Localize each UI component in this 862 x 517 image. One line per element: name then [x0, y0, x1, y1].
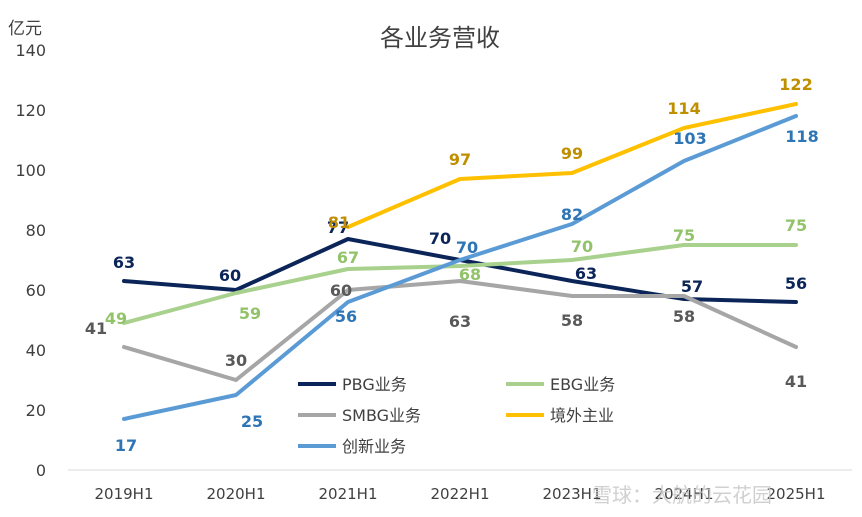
data-label-series: 97: [449, 150, 471, 169]
x-tick-label: 2025H1: [767, 485, 826, 503]
series-line-series: [346, 102, 798, 229]
data-label-smbg: 58: [673, 307, 695, 326]
data-label-ebg: 75: [673, 226, 695, 245]
watermark: 雪球：大航的云花园: [592, 483, 772, 507]
data-label-ebg: 49: [105, 309, 127, 328]
data-label-series: 122: [779, 75, 812, 94]
y-tick-label: 60: [26, 281, 46, 300]
data-label-series: 25: [241, 412, 263, 431]
series-line-smbg: [122, 279, 798, 382]
x-tick-label: 2024H1: [655, 485, 714, 503]
x-tick-label: 2020H1: [207, 485, 266, 503]
data-label-series: 118: [785, 127, 818, 146]
x-tick-label: 2019H1: [95, 485, 154, 503]
legend-label-pbg: PBG业务: [342, 375, 407, 394]
data-label-pbg: 70: [429, 229, 451, 248]
legend-label-series: 境外主业: [550, 406, 614, 425]
data-label-ebg: 67: [337, 248, 359, 267]
y-tick-label: 100: [15, 161, 46, 180]
y-tick-label: 80: [26, 221, 46, 240]
data-label-pbg: 57: [681, 277, 703, 296]
y-tick-label: 120: [15, 101, 46, 120]
data-label-ebg: 70: [571, 237, 593, 256]
y-tick-label: 0: [36, 461, 46, 480]
data-label-smbg: 58: [561, 311, 583, 330]
x-tick-label: 2021H1: [319, 485, 378, 503]
data-label-series: 81: [328, 213, 350, 232]
data-label-smbg: 41: [85, 319, 107, 338]
data-label-series: 114: [667, 99, 700, 118]
data-label-series: 99: [561, 144, 583, 163]
data-label-smbg: 30: [225, 351, 247, 370]
y-tick-label: 140: [15, 41, 46, 60]
y-tick-label: 40: [26, 341, 46, 360]
series-line-series: [122, 114, 798, 421]
data-label-pbg: 60: [219, 266, 241, 285]
data-label-pbg: 77: [327, 218, 349, 237]
data-label-smbg: 41: [785, 372, 807, 391]
data-label-series: 17: [115, 436, 137, 455]
chart-title: 各业务营收: [380, 24, 500, 52]
legend-label-smbg: SMBG业务: [342, 406, 421, 425]
data-label-pbg: 63: [575, 264, 597, 283]
legend-label-ebg: EBG业务: [550, 375, 615, 394]
x-tick-label: 2023H1: [543, 485, 602, 503]
legend-label-series: 创新业务: [342, 437, 406, 456]
data-label-smbg: 60: [330, 281, 352, 300]
y-axis-unit: 亿元: [8, 19, 42, 39]
data-label-smbg: 63: [449, 312, 471, 331]
data-label-pbg: 63: [113, 253, 135, 272]
data-label-series: 103: [673, 129, 706, 148]
data-label-ebg: 59: [239, 304, 261, 323]
data-label-series: 70: [456, 238, 478, 257]
series-line-ebg: [122, 243, 798, 325]
data-label-ebg: 75: [785, 216, 807, 235]
data-label-series: 82: [561, 205, 583, 224]
data-label-pbg: 56: [785, 274, 807, 293]
data-label-ebg: 68: [459, 265, 481, 284]
y-tick-label: 20: [26, 401, 46, 420]
data-label-series: 56: [335, 307, 357, 326]
x-tick-label: 2022H1: [431, 485, 490, 503]
